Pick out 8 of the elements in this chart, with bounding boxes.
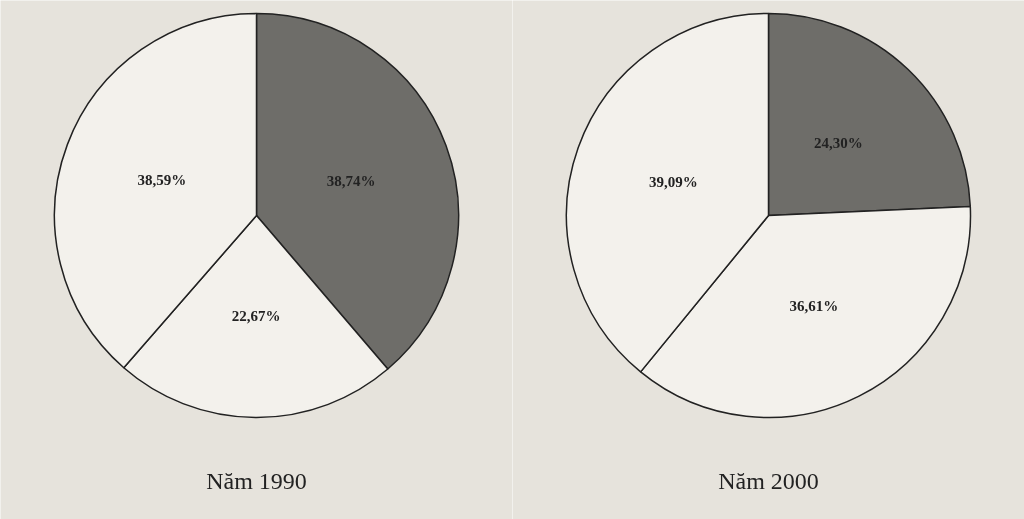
data-label: 39,09% — [649, 173, 698, 190]
data-label: 38,74% — [326, 172, 376, 189]
data-label: 22,67% — [231, 308, 281, 325]
data-label: 36,61% — [789, 297, 839, 314]
data-label: 24,30% — [813, 134, 863, 151]
text: Năm 2000 — [718, 467, 819, 494]
data-label: 38,59% — [137, 172, 187, 189]
text: Năm 1990 — [206, 467, 307, 494]
